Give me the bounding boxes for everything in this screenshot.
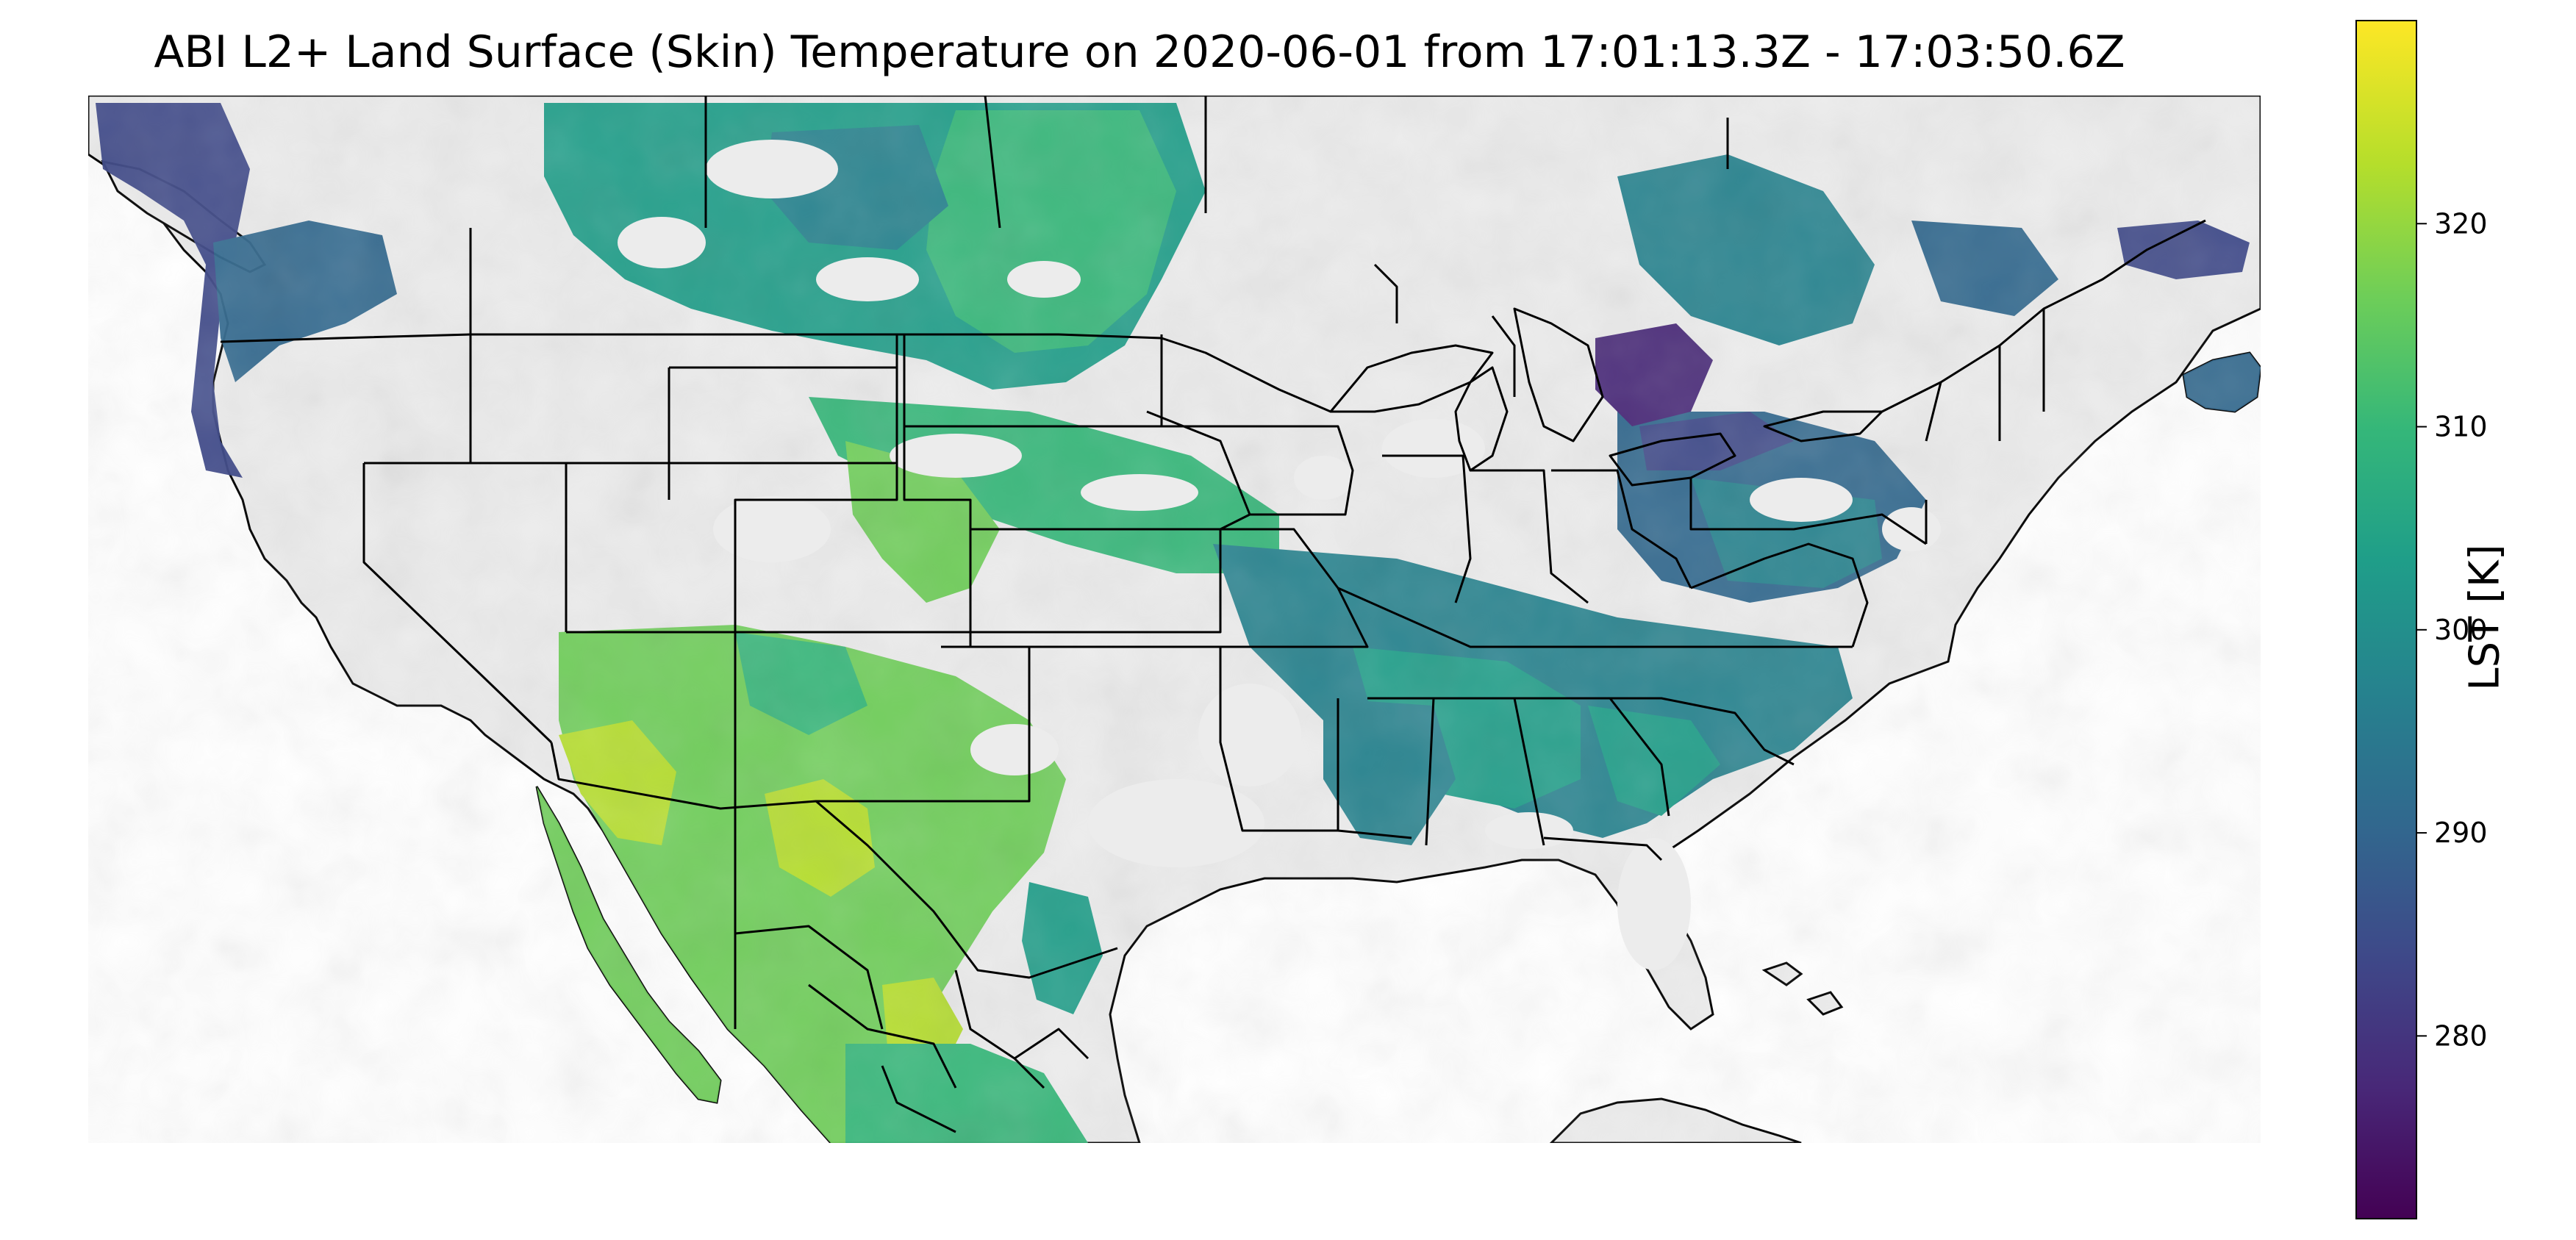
political-borders	[220, 96, 2206, 1133]
colorbar-tick-label: 280	[2434, 1019, 2488, 1052]
colorbar-tick-label: 300	[2434, 614, 2488, 646]
colorbar-ticks: 280 290 300 310 320	[2416, 207, 2488, 1052]
map-title: ABI L2+ Land Surface (Skin) Temperature …	[154, 26, 2125, 78]
colorbar-tick-label: 290	[2434, 817, 2488, 849]
colorbar-gradient	[2355, 20, 2417, 1219]
cloud-gap-layer	[618, 140, 1941, 970]
colorbar: 280 290 300 310 320	[2355, 20, 2488, 1219]
lst-data-layer	[88, 96, 2261, 1143]
colorbar-tick-label: 320	[2434, 207, 2488, 240]
colorbar-tick-label: 310	[2434, 411, 2488, 443]
colorbar-label: LST [K]	[2461, 544, 2509, 691]
map-panel	[88, 96, 2261, 1143]
